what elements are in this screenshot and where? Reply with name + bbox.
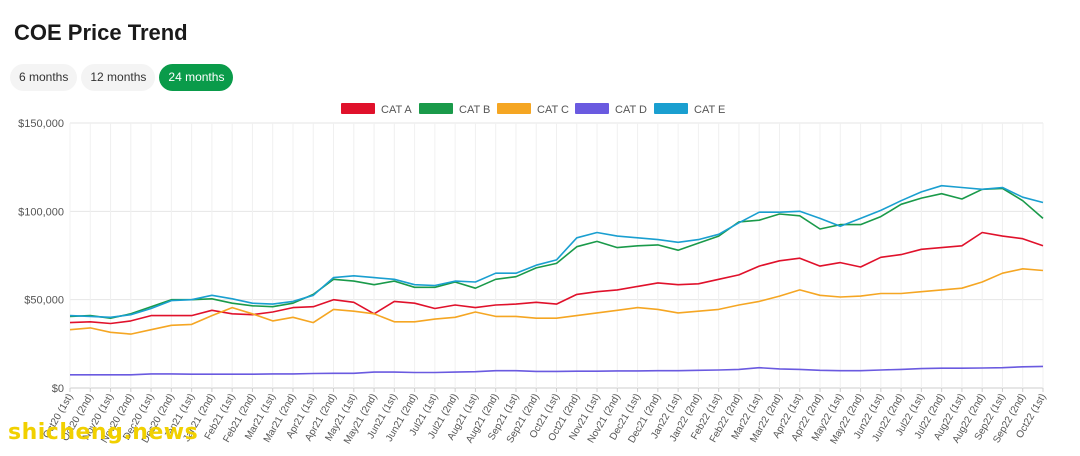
series-line-cat-c	[69, 268, 1044, 335]
legend-swatch-cat-d[interactable]	[575, 103, 609, 114]
series-line-cat-d	[70, 365, 1044, 376]
y-tick-label: $100,000	[18, 206, 64, 218]
legend-swatch-cat-a[interactable]	[341, 103, 375, 114]
period-tabs: 6 months 12 months 24 months	[10, 64, 234, 91]
legend-swatch-cat-c[interactable]	[497, 103, 531, 114]
legend-label-cat-b[interactable]: CAT B	[459, 104, 490, 116]
legend-swatch-cat-b[interactable]	[419, 103, 453, 114]
legend-label-cat-e[interactable]: CAT E	[694, 104, 725, 116]
watermark-text: shicheng.news	[8, 420, 199, 445]
y-tick-label: $0	[52, 383, 64, 395]
series-line-cat-b	[69, 187, 1044, 319]
tab-24-months[interactable]: 24 months	[159, 64, 234, 91]
series-line-cat-a	[69, 231, 1044, 325]
tab-12-months[interactable]: 12 months	[81, 64, 156, 91]
y-tick-label: $150,000	[18, 118, 64, 130]
tab-6-months[interactable]: 6 months	[10, 64, 78, 91]
series-line-cat-e	[69, 184, 1044, 319]
legend-label-cat-a[interactable]: CAT A	[381, 104, 412, 116]
legend-label-cat-d[interactable]: CAT D	[615, 104, 647, 116]
legend-label-cat-c[interactable]: CAT C	[537, 104, 569, 116]
legend-swatch-cat-e[interactable]	[654, 103, 688, 114]
page-title: COE Price Trend	[14, 20, 188, 45]
y-tick-label: $50,000	[24, 295, 64, 307]
